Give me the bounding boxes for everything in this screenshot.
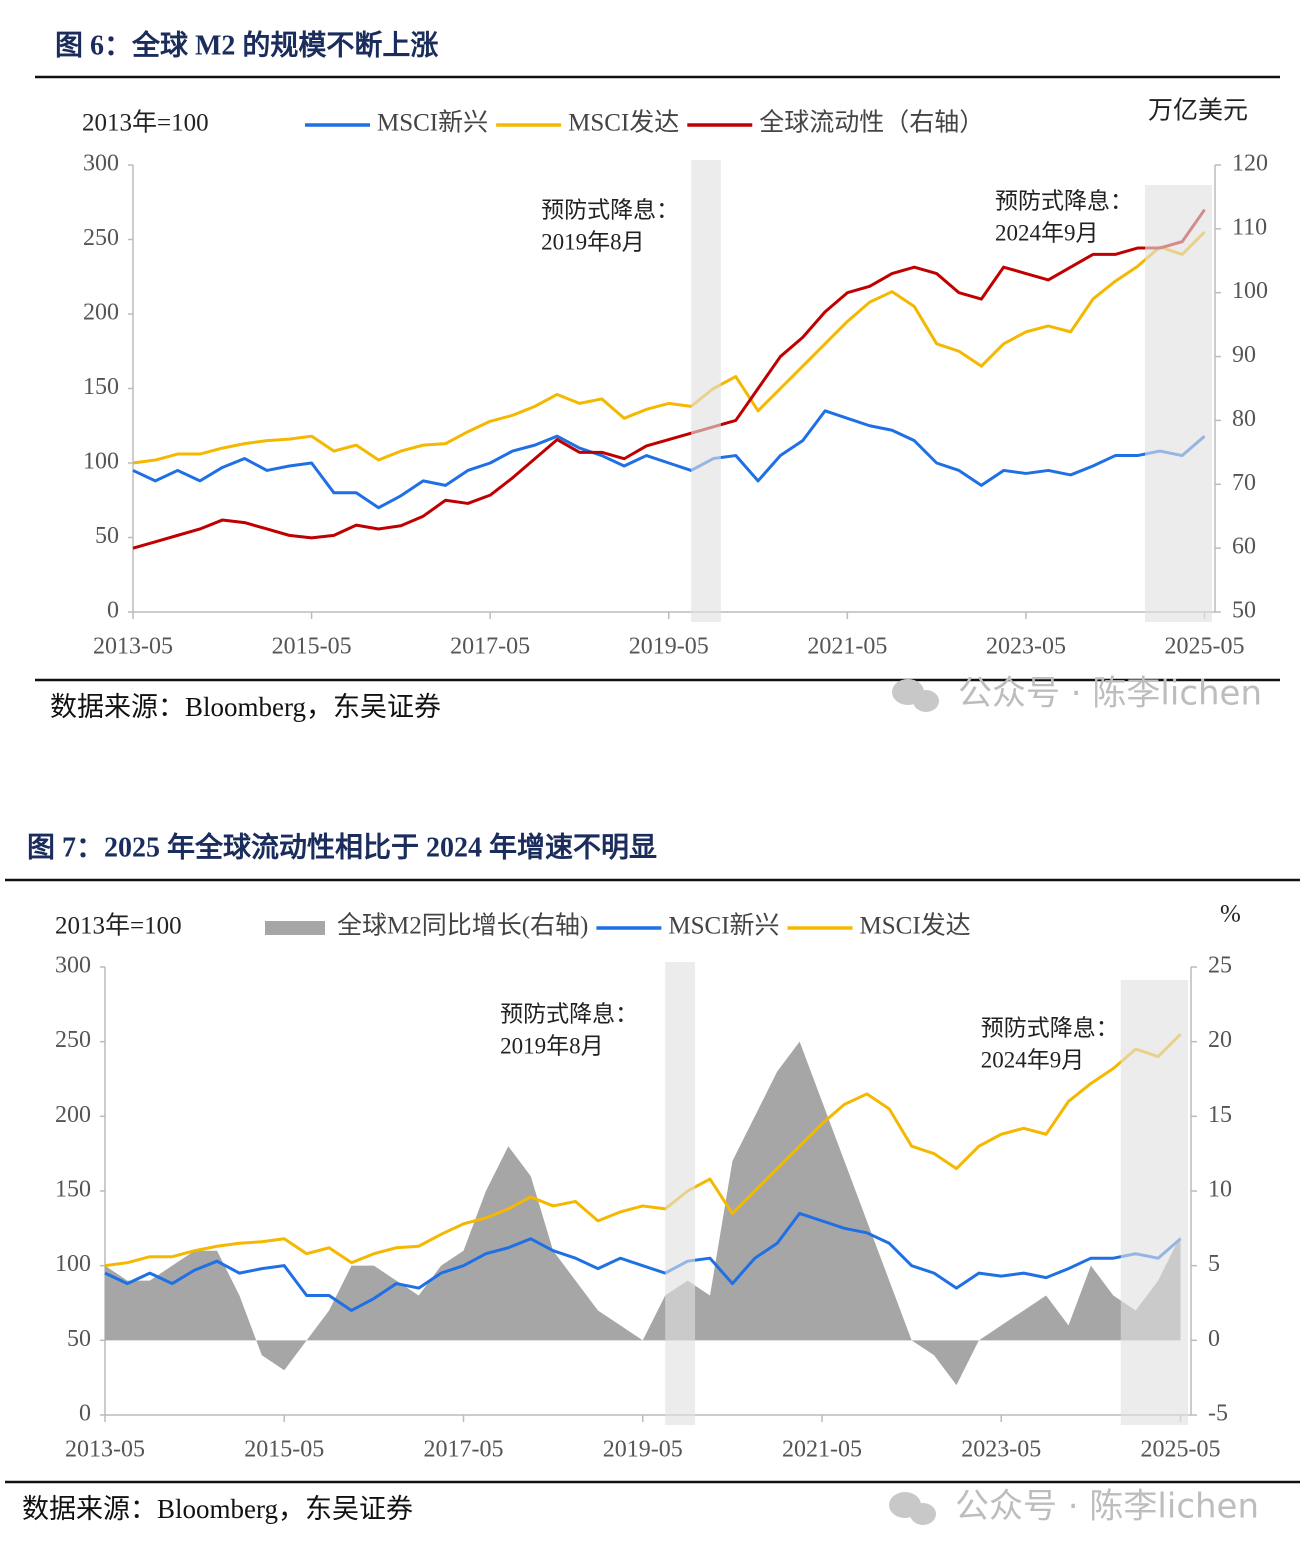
chart-title: 图 7：2025 年全球流动性相比于 2024 年增速不明显 xyxy=(27,830,657,863)
legend-swatch xyxy=(265,921,325,935)
y2-tick-label: 25 xyxy=(1208,953,1232,979)
line xyxy=(132,208,1206,550)
y-axis-label: 2013年=100 xyxy=(55,912,182,940)
y2-tick-label: 60 xyxy=(1232,534,1256,560)
y2-tick-label: 80 xyxy=(1232,406,1256,432)
line xyxy=(132,230,1206,465)
y-axis-label: 2013年=100 xyxy=(82,109,209,137)
y2-tick-label: 0 xyxy=(1208,1326,1220,1352)
y-tick-label: 300 xyxy=(55,953,91,979)
y2-tick-label: 120 xyxy=(1232,151,1268,177)
legend-label: 全球流动性（右轴） xyxy=(759,109,984,137)
annotation: 2024年9月 xyxy=(981,1047,1085,1072)
annotation: 2024年9月 xyxy=(995,220,1099,245)
y-tick-label: 0 xyxy=(79,1401,91,1427)
x-tick-label: 2013-05 xyxy=(65,1437,145,1463)
x-tick-label: 2025-05 xyxy=(1165,634,1245,660)
chart-title: 图 6：全球 M2 的规模不断上涨 xyxy=(55,28,438,61)
legend-label: MSCI新兴 xyxy=(377,109,488,137)
annotation: 2019年8月 xyxy=(500,1033,604,1058)
y-tick-label: 300 xyxy=(83,151,119,177)
y2-tick-label: 100 xyxy=(1232,278,1268,304)
shaded-span xyxy=(665,962,696,1425)
x-tick-label: 2021-05 xyxy=(782,1437,862,1463)
x-tick-label: 2017-05 xyxy=(450,634,530,660)
y2-tick-label: 20 xyxy=(1208,1027,1232,1053)
area xyxy=(105,1041,1181,1386)
y2-tick-label: 10 xyxy=(1208,1177,1232,1203)
annotation: 2019年8月 xyxy=(541,229,645,254)
icon-bubble xyxy=(913,690,939,712)
legend-label: MSCI发达 xyxy=(568,109,679,137)
x-tick-label: 2025-05 xyxy=(1141,1437,1221,1463)
y-tick-label: 150 xyxy=(83,374,119,400)
shaded-span xyxy=(1145,185,1212,622)
shaded-span xyxy=(1120,980,1188,1425)
annotation: 预防式降息： xyxy=(981,1015,1119,1040)
watermark-icon xyxy=(892,679,939,712)
y-tick-label: 150 xyxy=(55,1177,91,1203)
x-tick-label: 2013-05 xyxy=(93,634,173,660)
y2-tick-label: 70 xyxy=(1232,470,1256,496)
x-tick-label: 2021-05 xyxy=(807,634,887,660)
watermark: 公众号 · 陈李lichen xyxy=(958,674,1262,714)
annotation: 预防式降息： xyxy=(995,188,1133,213)
y2-tick-label: 15 xyxy=(1208,1102,1232,1128)
y-tick-label: 100 xyxy=(55,1251,91,1277)
icon-bubble xyxy=(910,1503,936,1525)
x-tick-label: 2015-05 xyxy=(244,1437,324,1463)
x-tick-label: 2017-05 xyxy=(424,1437,504,1463)
y-tick-label: 0 xyxy=(107,598,119,624)
x-tick-label: 2015-05 xyxy=(272,634,352,660)
y-tick-label: 200 xyxy=(55,1102,91,1128)
line xyxy=(104,1033,1182,1268)
source: 数据来源：Bloomberg，东吴证券 xyxy=(22,1494,413,1524)
line xyxy=(104,1211,1182,1312)
y2-axis-label: % xyxy=(1220,901,1241,928)
line xyxy=(132,409,1206,510)
y2-tick-label: 110 xyxy=(1232,214,1267,240)
x-tick-label: 2019-05 xyxy=(629,634,709,660)
y-tick-label: 50 xyxy=(95,523,119,549)
legend-label: 全球M2同比增长(右轴) xyxy=(337,912,588,940)
y-tick-label: 100 xyxy=(83,449,119,475)
x-tick-label: 2023-05 xyxy=(986,634,1066,660)
x-tick-label: 2019-05 xyxy=(603,1437,683,1463)
y2-tick-label: 5 xyxy=(1208,1251,1220,1277)
x-tick-label: 2023-05 xyxy=(961,1437,1041,1463)
source: 数据来源：Bloomberg，东吴证券 xyxy=(50,692,441,722)
y2-tick-label: -5 xyxy=(1208,1401,1228,1427)
y2-tick-label: 90 xyxy=(1232,342,1256,368)
annotation: 预防式降息： xyxy=(500,1001,638,1026)
y-tick-label: 50 xyxy=(67,1326,91,1352)
y-tick-label: 250 xyxy=(55,1027,91,1053)
watermark: 公众号 · 陈李lichen xyxy=(955,1487,1259,1527)
legend-label: MSCI发达 xyxy=(860,912,971,940)
y2-axis-label: 万亿美元 xyxy=(1148,97,1248,125)
y-tick-label: 250 xyxy=(83,225,119,251)
shaded-span xyxy=(691,160,721,622)
legend-label: MSCI新兴 xyxy=(668,912,779,940)
watermark-icon xyxy=(889,1492,936,1525)
y-tick-label: 200 xyxy=(83,300,119,326)
y2-tick-label: 50 xyxy=(1232,598,1256,624)
annotation: 预防式降息： xyxy=(541,197,679,222)
